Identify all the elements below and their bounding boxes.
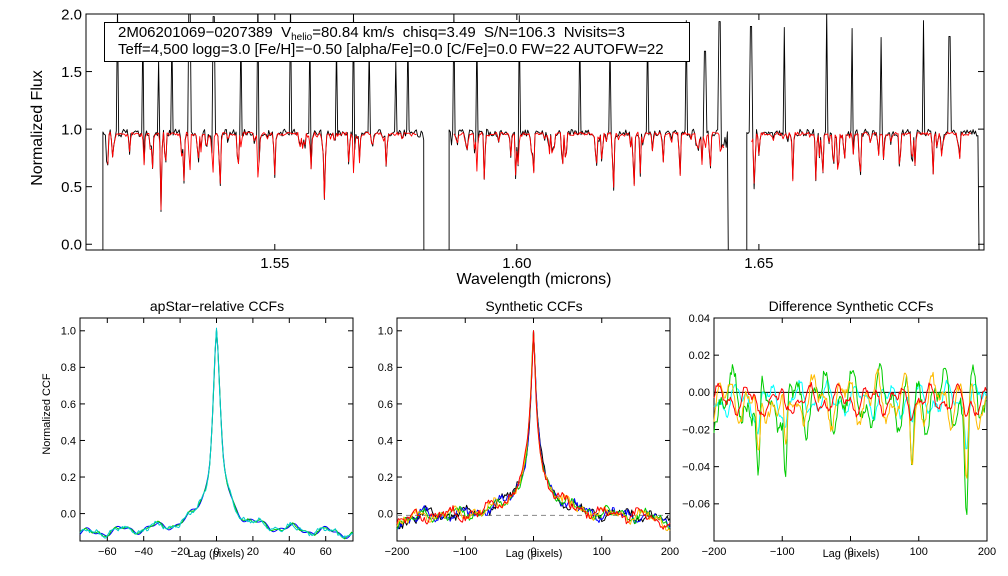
difference-ccf-x-tick-label: 100	[910, 546, 928, 558]
spectrum-y-tick-label: 0.0	[61, 236, 82, 253]
apstar-ccf-line-3	[79, 327, 354, 539]
fit-parameters-line-1: 2M06201069−0207389 Vhelio=80.84 km/s chi…	[118, 24, 689, 43]
difference-ccf-y-tick-label: −0.04	[682, 462, 710, 474]
synthetic-ccf-x-axis-label: Lag (pixels)	[506, 548, 563, 560]
difference-ccf-y-tick-label: 0.00	[689, 387, 710, 399]
difference-ccf-title: Difference Synthetic CCFs	[769, 298, 934, 314]
synthetic-ccf-line-2	[396, 330, 671, 530]
spectrum-y-tick-label: 1.5	[61, 64, 82, 81]
difference-ccf-panel: Difference Synthetic CCFs Lag (pixels) −…	[682, 298, 996, 560]
difference-ccf-x-tick-label: 200	[978, 546, 996, 558]
synthetic-ccf-line-3	[396, 330, 671, 530]
apstar-ccf-line-1	[79, 329, 354, 539]
synthetic-ccf-x-tick-label: −100	[453, 546, 478, 558]
apstar-ccf-y-tick-label: 0.2	[61, 472, 76, 484]
spectrum-y-tick-label: 2.0	[61, 6, 82, 23]
apstar-ccf-x-tick-label: −40	[134, 546, 153, 558]
difference-ccf-x-axis-label: Lag (pixels)	[823, 548, 880, 560]
spectrum-panel: Normalized Flux Wavelength (microns) 1.5…	[29, 6, 985, 288]
object-id: 2M06201069−0207389	[118, 24, 273, 41]
difference-ccf-y-tick-label: −0.02	[682, 424, 710, 436]
synthetic-ccf-y-tick-label: 0.0	[378, 508, 393, 520]
apstar-ccf-line-2	[79, 329, 354, 540]
spectrum-y-tick-label: 0.5	[61, 179, 82, 196]
model-spectrum-chip-1	[107, 131, 417, 211]
spectrum-y-tick-label: 1.0	[61, 121, 82, 138]
synthetic-ccf-x-tick-label: 100	[593, 546, 611, 558]
apstar-ccf-y-tick-label: 1.0	[61, 326, 76, 338]
apstar-ccf-y-tick-label: 0.4	[61, 435, 76, 447]
difference-ccf-y-tick-label: 0.02	[689, 350, 710, 362]
apstar-ccf-y-tick-label: 0.8	[61, 362, 76, 374]
difference-ccf-x-tick-label: 0	[847, 546, 853, 558]
fit-parameters-line-2: Teff=4,500 logg=3.0 [Fe/H]=−0.50 [alpha/…	[118, 41, 664, 58]
apstar-ccf-plot-frame	[79, 317, 354, 542]
spectrum-traces	[102, 14, 980, 250]
spectrum-x-tick-label: 1.55	[260, 255, 289, 272]
synthetic-ccf-panel: Synthetic CCFs Lag (pixels) −200 −100 0 100…	[378, 298, 679, 560]
observed-spectrum-chip-2	[448, 14, 729, 250]
synthetic-ccf-x-tick-label: 200	[661, 546, 679, 558]
synthetic-ccf-x-tick-label: 0	[530, 546, 536, 558]
difference-ccf-y-tick-label: 0.04	[689, 313, 710, 325]
apstar-ccf-x-tick-label: −60	[98, 546, 117, 558]
apstar-ccf-y-tick-label: 0.0	[61, 508, 76, 520]
difference-ccf-x-tick-label: −100	[770, 546, 795, 558]
synthetic-ccf-plot-frame	[396, 317, 671, 542]
apstar-ccf-x-tick-label: 40	[283, 546, 295, 558]
synthetic-ccf-title: Synthetic CCFs	[485, 298, 582, 314]
difference-ccf-line-2	[713, 363, 987, 515]
sn-value: S/N=106.3	[484, 24, 556, 41]
difference-ccf-y-tick-label: −0.06	[682, 499, 710, 511]
synthetic-ccf-line-5	[396, 330, 671, 530]
spectrum-y-axis-label: Normalized Flux	[29, 70, 46, 186]
apstar-ccf-x-axis-label: Lag (pixels)	[188, 548, 245, 560]
model-spectrum-chip-3	[751, 131, 972, 184]
apstar-ccf-y-tick-label: 0.6	[61, 399, 76, 411]
spectrum-x-tick-label: 1.60	[502, 255, 531, 272]
difference-ccf-line-3	[713, 368, 987, 479]
synthetic-ccf-y-tick-label: 0.2	[378, 472, 393, 484]
spectrum-x-axis-label: Wavelength (microns)	[456, 271, 611, 288]
apstar-ccf-panel: apStar−relative CCFs Normalized CCF Lag …	[41, 298, 354, 560]
synthetic-ccf-line-1	[396, 330, 671, 530]
spectrum-plot-frame	[85, 13, 985, 251]
vhelio-value: =80.84 km/s	[312, 24, 395, 41]
fit-parameters-box: 2M06201069−0207389 Vhelio=80.84 km/s chi…	[104, 22, 690, 62]
difference-ccf-plot-frame	[713, 317, 988, 542]
apstar-ccf-y-axis-label: Normalized CCF	[41, 373, 53, 455]
model-spectrum-chip-2	[453, 131, 725, 188]
chisq-value: chisq=3.49	[402, 24, 476, 41]
vhelio-subscript: helio	[291, 32, 313, 43]
apstar-ccf-x-tick-label: 0	[213, 546, 219, 558]
synthetic-ccf-line-4	[396, 330, 671, 532]
synthetic-ccf-x-tick-label: −200	[385, 546, 410, 558]
synthetic-ccf-y-tick-label: 1.0	[378, 326, 393, 338]
difference-ccf-line-1	[713, 378, 987, 450]
synthetic-ccf-y-tick-label: 0.6	[378, 399, 393, 411]
difference-ccf-x-tick-label: −200	[702, 546, 727, 558]
nvisits-value: Nvisits=3	[563, 24, 625, 41]
synthetic-ccf-y-tick-label: 0.4	[378, 435, 393, 447]
spectrum-x-tick-label: 1.65	[744, 255, 773, 272]
vhelio-prefix: V	[281, 24, 292, 41]
apstar-ccf-x-tick-label: −20	[171, 546, 190, 558]
synthetic-ccf-y-tick-label: 0.8	[378, 362, 393, 374]
apstar-ccf-title: apStar−relative CCFs	[150, 298, 284, 314]
difference-ccf-line-4	[713, 381, 987, 421]
apstar-ccf-x-tick-label: 60	[320, 546, 332, 558]
apstar-ccf-x-tick-label: 20	[247, 546, 259, 558]
